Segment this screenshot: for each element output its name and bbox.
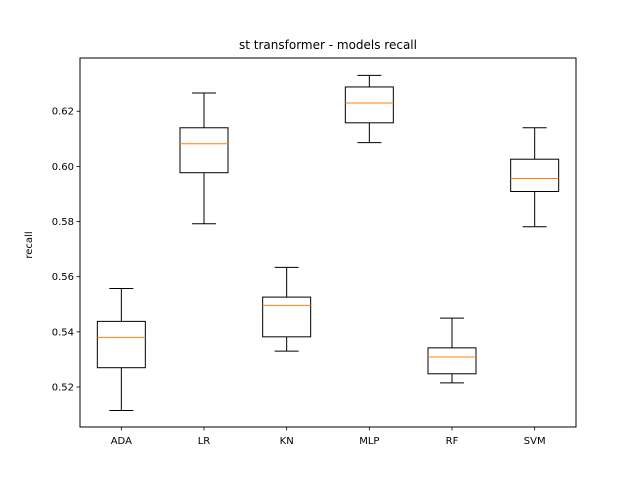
plot-area: 0.52 0.54 0.56 0.58 0.60 0.62 ADA LR KN MLP RF SVM xyxy=(52,74,560,447)
y-tick-label: 0.56 xyxy=(52,272,74,283)
x-tick-label: MLP xyxy=(359,436,379,447)
box-lr xyxy=(179,127,229,174)
box-kn xyxy=(262,296,312,338)
y-tick-label: 0.52 xyxy=(52,383,74,394)
y-tick-label: 0.62 xyxy=(52,107,74,118)
y-tick-label: 0.60 xyxy=(52,162,74,173)
x-tick-label: LR xyxy=(198,436,211,447)
x-tick-label: ADA xyxy=(111,436,132,447)
y-axis-label: recall xyxy=(24,231,35,258)
box-ada xyxy=(96,320,146,369)
y-tick-label: 0.54 xyxy=(52,327,74,338)
chart-title: st transformer - models recall xyxy=(239,38,417,52)
x-tick-label: RF xyxy=(446,436,459,447)
x-tick-label: SVM xyxy=(524,436,546,447)
x-tick-label: KN xyxy=(280,436,294,447)
box-rf xyxy=(427,347,477,375)
y-tick-label: 0.58 xyxy=(52,217,74,228)
box-svm xyxy=(510,158,560,192)
box-mlp xyxy=(344,86,394,124)
axes-frame xyxy=(79,57,577,428)
